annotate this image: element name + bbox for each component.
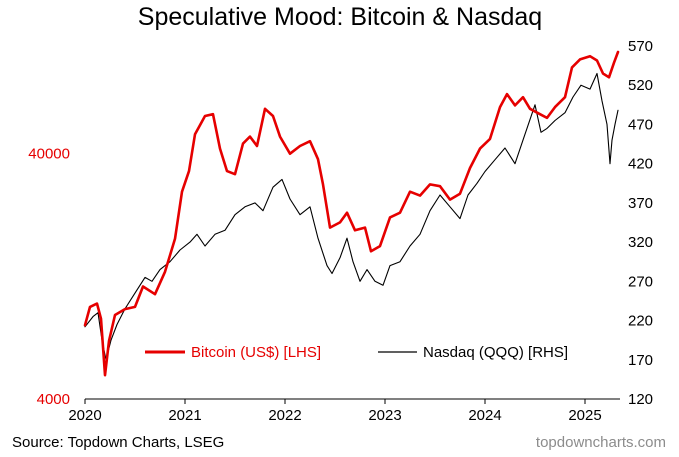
- right-tick-label-120: 120: [628, 391, 653, 408]
- right-tick-label-220: 220: [628, 313, 653, 330]
- legend-label-nasdaq: Nasdaq (QQQ) [RHS]: [423, 344, 568, 361]
- x-axis-labels: 2020 2021 2022 2023 2024 2025: [68, 407, 601, 424]
- x-tick-label-2022: 2022: [268, 407, 301, 424]
- right-tick-label-170: 170: [628, 352, 653, 369]
- series-line-nasdaq: [84, 72, 619, 361]
- left-axis-labels: 4000 40000: [28, 146, 70, 408]
- left-tick-label-4000: 4000: [37, 391, 70, 408]
- right-tick-label-370: 370: [628, 195, 653, 212]
- left-tick-label-40000: 40000: [28, 146, 70, 163]
- right-tick-label-270: 270: [628, 273, 653, 290]
- series-line-bitcoin: [83, 50, 620, 377]
- right-tick-label-570: 570: [628, 38, 653, 55]
- x-tick-label-2024: 2024: [468, 407, 501, 424]
- series-lines: [83, 50, 620, 377]
- right-tick-label-520: 520: [628, 77, 653, 94]
- x-tick-label-2020: 2020: [68, 407, 101, 424]
- x-tick-label-2025: 2025: [568, 407, 601, 424]
- source-note: Source: Topdown Charts, LSEG: [12, 434, 224, 451]
- right-tick-label-320: 320: [628, 234, 653, 251]
- legend-label-bitcoin: Bitcoin (US$) [LHS]: [191, 344, 321, 361]
- x-tick-label-2021: 2021: [168, 407, 201, 424]
- chart-title: Speculative Mood: Bitcoin & Nasdaq: [138, 3, 542, 31]
- x-axis-ticks: [84, 399, 586, 404]
- watermark: topdowncharts.com: [536, 434, 666, 451]
- right-tick-label-470: 470: [628, 116, 653, 133]
- legend: Bitcoin (US$) [LHS] Nasdaq (QQQ) [RHS]: [145, 344, 568, 361]
- right-tick-label-420: 420: [628, 156, 653, 173]
- plot-area: 2020 2021 2022 2023 2024 2025 4000 40000 120 17…: [28, 38, 653, 424]
- right-axis-labels: 120 170 220 270 320 370 420 470 520 570: [628, 38, 653, 408]
- x-tick-label-2023: 2023: [368, 407, 401, 424]
